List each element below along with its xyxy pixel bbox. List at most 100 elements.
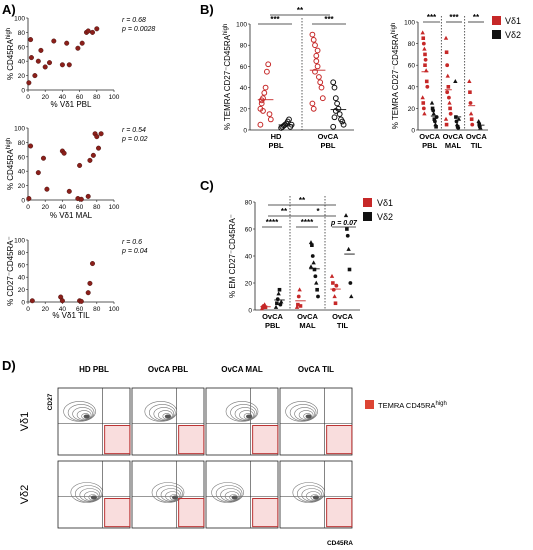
data-point: [345, 233, 350, 238]
y-axis-label: % TEMRA CD27⁻CD45RAhigh: [391, 23, 400, 130]
data-point: [343, 213, 349, 218]
stat-label: p = 0.04: [121, 248, 148, 255]
category-label: PBL: [269, 141, 284, 150]
data-point: [478, 125, 483, 130]
data-point: [348, 281, 353, 285]
flow-plot: [57, 460, 131, 529]
contour: [224, 491, 240, 501]
flow-legend-swatch: [365, 400, 374, 409]
x-axis-label: % Vδ1 MAL: [50, 211, 93, 220]
data-point: [469, 117, 474, 121]
data-point: [347, 267, 352, 272]
data-point: [29, 298, 35, 304]
data-point: [333, 301, 338, 306]
data-point: [260, 108, 266, 114]
y-tick-label: 40: [245, 254, 253, 261]
data-point: [453, 79, 458, 83]
x-tick-label: 80: [93, 306, 101, 313]
data-point: [467, 79, 472, 83]
data-point: [346, 246, 351, 251]
flow-plot: [131, 460, 205, 529]
data-point: [96, 145, 102, 151]
contour: [211, 482, 244, 503]
y-tick-label: 80: [18, 140, 26, 147]
flow-plot-frame: [57, 387, 131, 456]
data-point: [329, 273, 335, 278]
data-point: [275, 301, 279, 306]
data-point: [476, 118, 481, 123]
flow-legend-label: TEMRA CD45RAhigh: [378, 401, 447, 410]
legend-c: Vδ1 Vδ2: [363, 198, 393, 222]
data-point: [28, 143, 34, 149]
x-tick-label: 0: [26, 306, 30, 313]
category-label: MAL: [445, 141, 462, 150]
flow-row-label: Vδ1: [19, 412, 31, 432]
data-point: [47, 60, 53, 66]
contour-core: [164, 414, 171, 419]
flow-plot: [57, 387, 131, 456]
data-point: [308, 240, 314, 245]
data-point: [313, 58, 320, 64]
scatter-A2: 0 20 40 60 80 100 0 20 40 60 80 100 % Vδ1 MAL % CD45R…: [6, 126, 148, 221]
contour: [298, 410, 314, 420]
x-tick-label: 20: [42, 306, 50, 313]
x-tick-label: 40: [59, 306, 67, 313]
data-point: [316, 74, 322, 80]
contour: [76, 410, 92, 420]
legend-label-vd1: Vδ1: [377, 198, 393, 208]
charts-layer: 0 20 40 60 80 100 0 20 40 60 80 100 % Vδ1 PBL % CD45R…: [6, 6, 488, 330]
data-point: [334, 100, 341, 107]
data-point: [275, 297, 280, 302]
y-axis-label: % CD27⁻CD45RA⁻: [6, 236, 15, 306]
contour: [75, 485, 102, 503]
data-point: [331, 114, 338, 121]
data-point: [296, 294, 301, 299]
data-point: [42, 64, 48, 70]
x-tick-label: 20: [42, 94, 50, 101]
data-point: [420, 95, 425, 100]
data-point: [429, 100, 435, 105]
contour-core: [231, 495, 238, 500]
contour: [162, 413, 172, 420]
stat-label: r = 0.68: [122, 17, 146, 24]
y-tick-label: 0: [21, 300, 25, 307]
data-point: [297, 287, 302, 292]
data-point: [87, 157, 93, 163]
data-point: [94, 26, 100, 32]
contour: [243, 413, 253, 420]
data-point: [349, 294, 354, 299]
data-point: [431, 108, 436, 113]
y-tick-label: 80: [18, 250, 26, 257]
contour: [151, 482, 185, 503]
data-point: [61, 150, 67, 156]
flow-column-label: OvCA PBL: [148, 365, 188, 374]
data-point: [332, 95, 339, 102]
contour: [165, 491, 180, 501]
data-point: [443, 116, 449, 121]
data-point: [257, 121, 264, 128]
data-point: [312, 68, 318, 75]
data-point: [314, 280, 319, 285]
data-point: [44, 186, 50, 192]
data-point: [85, 193, 91, 199]
data-point: [89, 261, 95, 267]
data-point: [279, 299, 284, 304]
contour: [285, 401, 318, 422]
data-point: [78, 298, 84, 304]
category-label: MAL: [299, 321, 316, 330]
data-point: [331, 287, 336, 292]
y-tick-label: 100: [14, 16, 25, 23]
legend-swatch-vd2: [363, 212, 372, 221]
y-tick-label: 60: [18, 44, 26, 51]
data-point: [317, 79, 324, 86]
significance-label: **: [299, 196, 306, 205]
data-point: [35, 58, 41, 64]
x-tick-label: 100: [109, 94, 120, 101]
category-label: PBL: [265, 321, 280, 330]
flow-plot: [205, 387, 279, 456]
y-tick-label: 0: [21, 88, 25, 95]
significance-label: ***: [324, 15, 334, 24]
contour: [296, 485, 324, 503]
